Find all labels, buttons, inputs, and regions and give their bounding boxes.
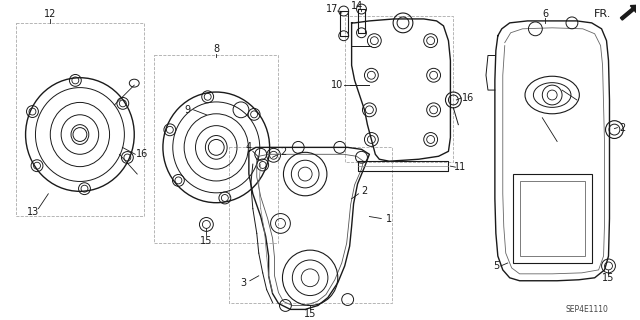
Text: 15: 15 (602, 273, 614, 283)
Text: 9: 9 (184, 105, 191, 115)
Circle shape (209, 140, 224, 155)
Text: 1: 1 (386, 213, 392, 223)
Text: 6: 6 (542, 9, 548, 19)
Text: 15: 15 (200, 236, 212, 246)
Text: 11: 11 (454, 162, 467, 172)
Text: 4: 4 (246, 142, 252, 152)
Text: 2: 2 (620, 123, 625, 132)
Text: 12: 12 (44, 9, 56, 19)
Bar (229, 148, 392, 303)
Circle shape (73, 128, 87, 141)
Bar (16, 23, 144, 216)
Text: 8: 8 (213, 44, 220, 53)
Text: FR.: FR. (594, 9, 611, 19)
Text: 16: 16 (136, 149, 148, 159)
Text: 10: 10 (331, 80, 343, 90)
Text: 2: 2 (362, 186, 367, 196)
Text: 16: 16 (462, 93, 474, 103)
Text: 5: 5 (493, 261, 499, 271)
Bar (513, 174, 592, 263)
Bar (345, 16, 453, 162)
Bar (154, 55, 278, 243)
Text: 14: 14 (351, 1, 364, 11)
Bar (520, 181, 585, 256)
FancyArrow shape (620, 5, 637, 20)
Text: 13: 13 (28, 207, 40, 217)
Text: 2: 2 (280, 147, 287, 157)
Text: SEP4E1110: SEP4E1110 (565, 305, 608, 314)
Text: 15: 15 (304, 309, 316, 319)
Text: 3: 3 (240, 278, 246, 288)
Text: 17: 17 (326, 4, 338, 14)
